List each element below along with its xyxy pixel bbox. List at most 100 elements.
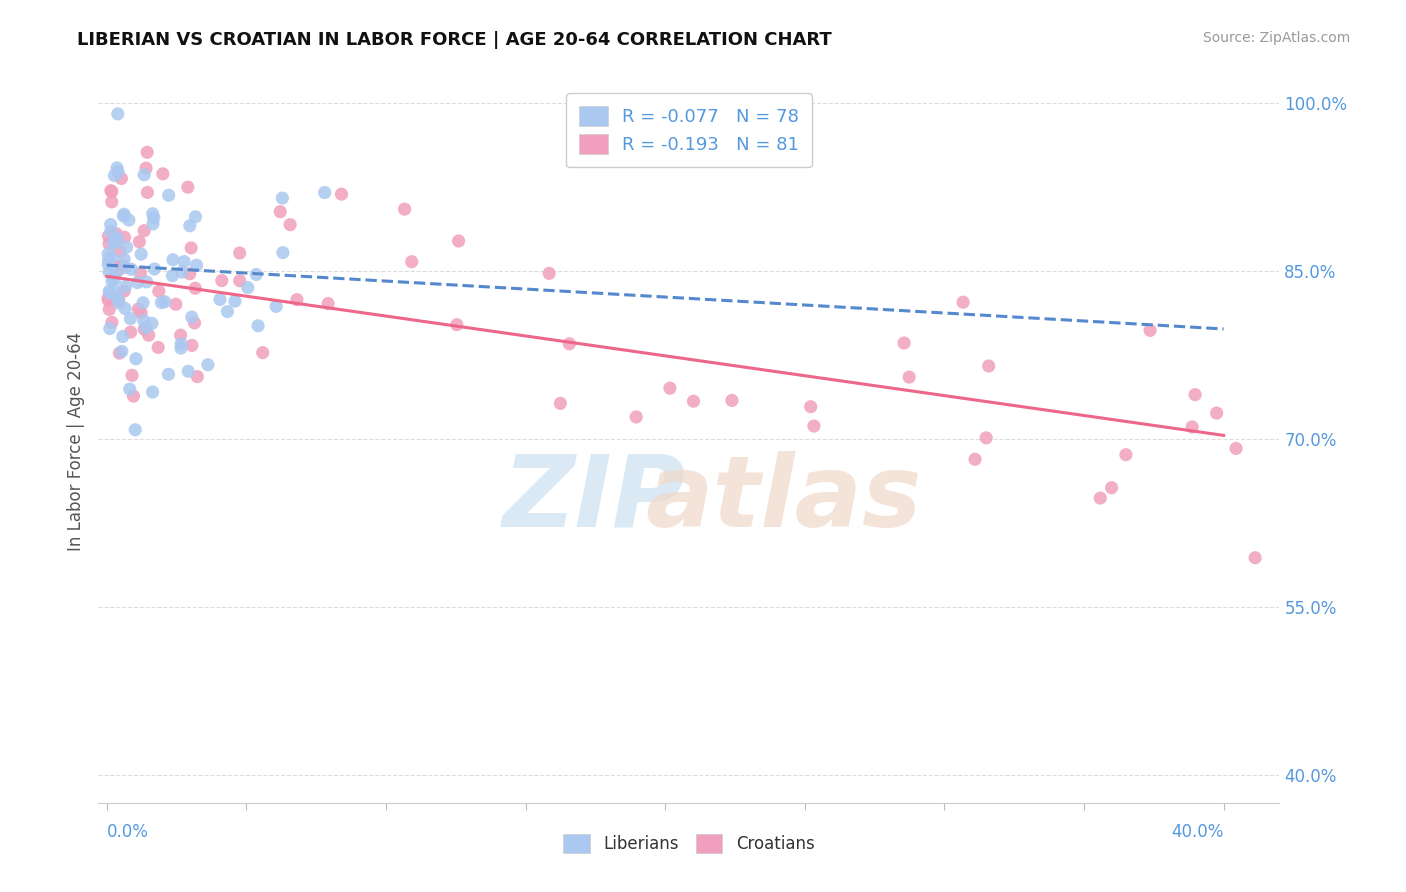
Point [129,266,152,280]
Point [111,329,134,343]
Point [803,419,825,434]
Point [893,336,915,351]
Point [558,336,581,351]
Point [142,384,165,399]
Point [150,295,173,310]
Point [104,285,127,299]
Point [107,291,129,305]
Point [97,291,120,305]
Point [118,382,141,396]
Point [125,351,148,366]
Point [104,259,127,273]
Point [401,254,423,268]
Point [314,186,336,200]
Point [157,188,180,202]
Point [129,306,152,320]
Point [197,358,219,372]
Point [271,191,294,205]
Point [111,258,134,272]
Point [98,321,121,335]
Point [101,185,124,199]
Point [128,235,150,249]
Point [180,241,202,255]
Point [107,296,129,310]
Point [721,393,744,408]
Point [134,224,156,238]
Point [217,304,239,318]
Point [134,168,156,182]
Point [1139,323,1161,337]
Point [228,274,250,288]
Point [105,227,128,241]
Point [264,299,287,313]
Point [135,275,157,289]
Text: 0.0%: 0.0% [107,823,149,841]
Point [136,186,159,200]
Point [110,171,132,186]
Point [97,252,120,267]
Point [135,161,157,176]
Point [183,316,205,330]
Point [97,257,120,271]
Point [105,235,128,250]
Point [247,318,270,333]
Point [100,194,122,209]
Point [1115,448,1137,462]
Text: atlas: atlas [645,450,922,548]
Point [162,252,184,267]
Point [98,286,121,301]
Point [271,245,294,260]
Text: Source: ZipAtlas.com: Source: ZipAtlas.com [1202,31,1350,45]
Point [977,359,1000,373]
Point [165,297,187,311]
Point [173,254,195,268]
Point [142,217,165,231]
Point [124,423,146,437]
Point [98,284,121,298]
Point [142,211,165,225]
Point [122,389,145,403]
Point [157,368,180,382]
Point [285,293,308,307]
Point [208,293,231,307]
Point [120,325,142,339]
Point [447,234,470,248]
Point [1205,406,1227,420]
Point [170,341,193,355]
Point [180,338,202,352]
Point [898,370,921,384]
Point [252,345,274,359]
Point [142,207,165,221]
Point [114,230,136,244]
Point [186,369,208,384]
Point [98,302,121,317]
Point [107,263,129,277]
Point [143,262,166,277]
Point [118,213,141,227]
Point [100,218,122,232]
Point [1225,442,1247,456]
Point [103,236,125,251]
Legend: Liberians, Croatians: Liberians, Croatians [557,827,821,860]
Point [141,317,163,331]
Point [105,233,128,247]
Point [148,285,170,299]
Point [228,246,250,260]
Point [800,400,823,414]
Text: LIBERIAN VS CROATIAN IN LABOR FORCE | AGE 20-64 CORRELATION CHART: LIBERIAN VS CROATIAN IN LABOR FORCE | AG… [77,31,832,49]
Point [974,431,997,445]
Point [114,260,136,275]
Point [658,381,681,395]
Point [107,293,129,308]
Point [100,184,122,198]
Point [111,344,134,359]
Point [245,268,267,282]
Point [132,295,155,310]
Point [127,276,149,290]
Point [97,247,120,261]
Point [97,229,120,244]
Point [100,225,122,239]
Point [110,244,132,259]
Point [100,250,122,264]
Point [224,294,246,309]
